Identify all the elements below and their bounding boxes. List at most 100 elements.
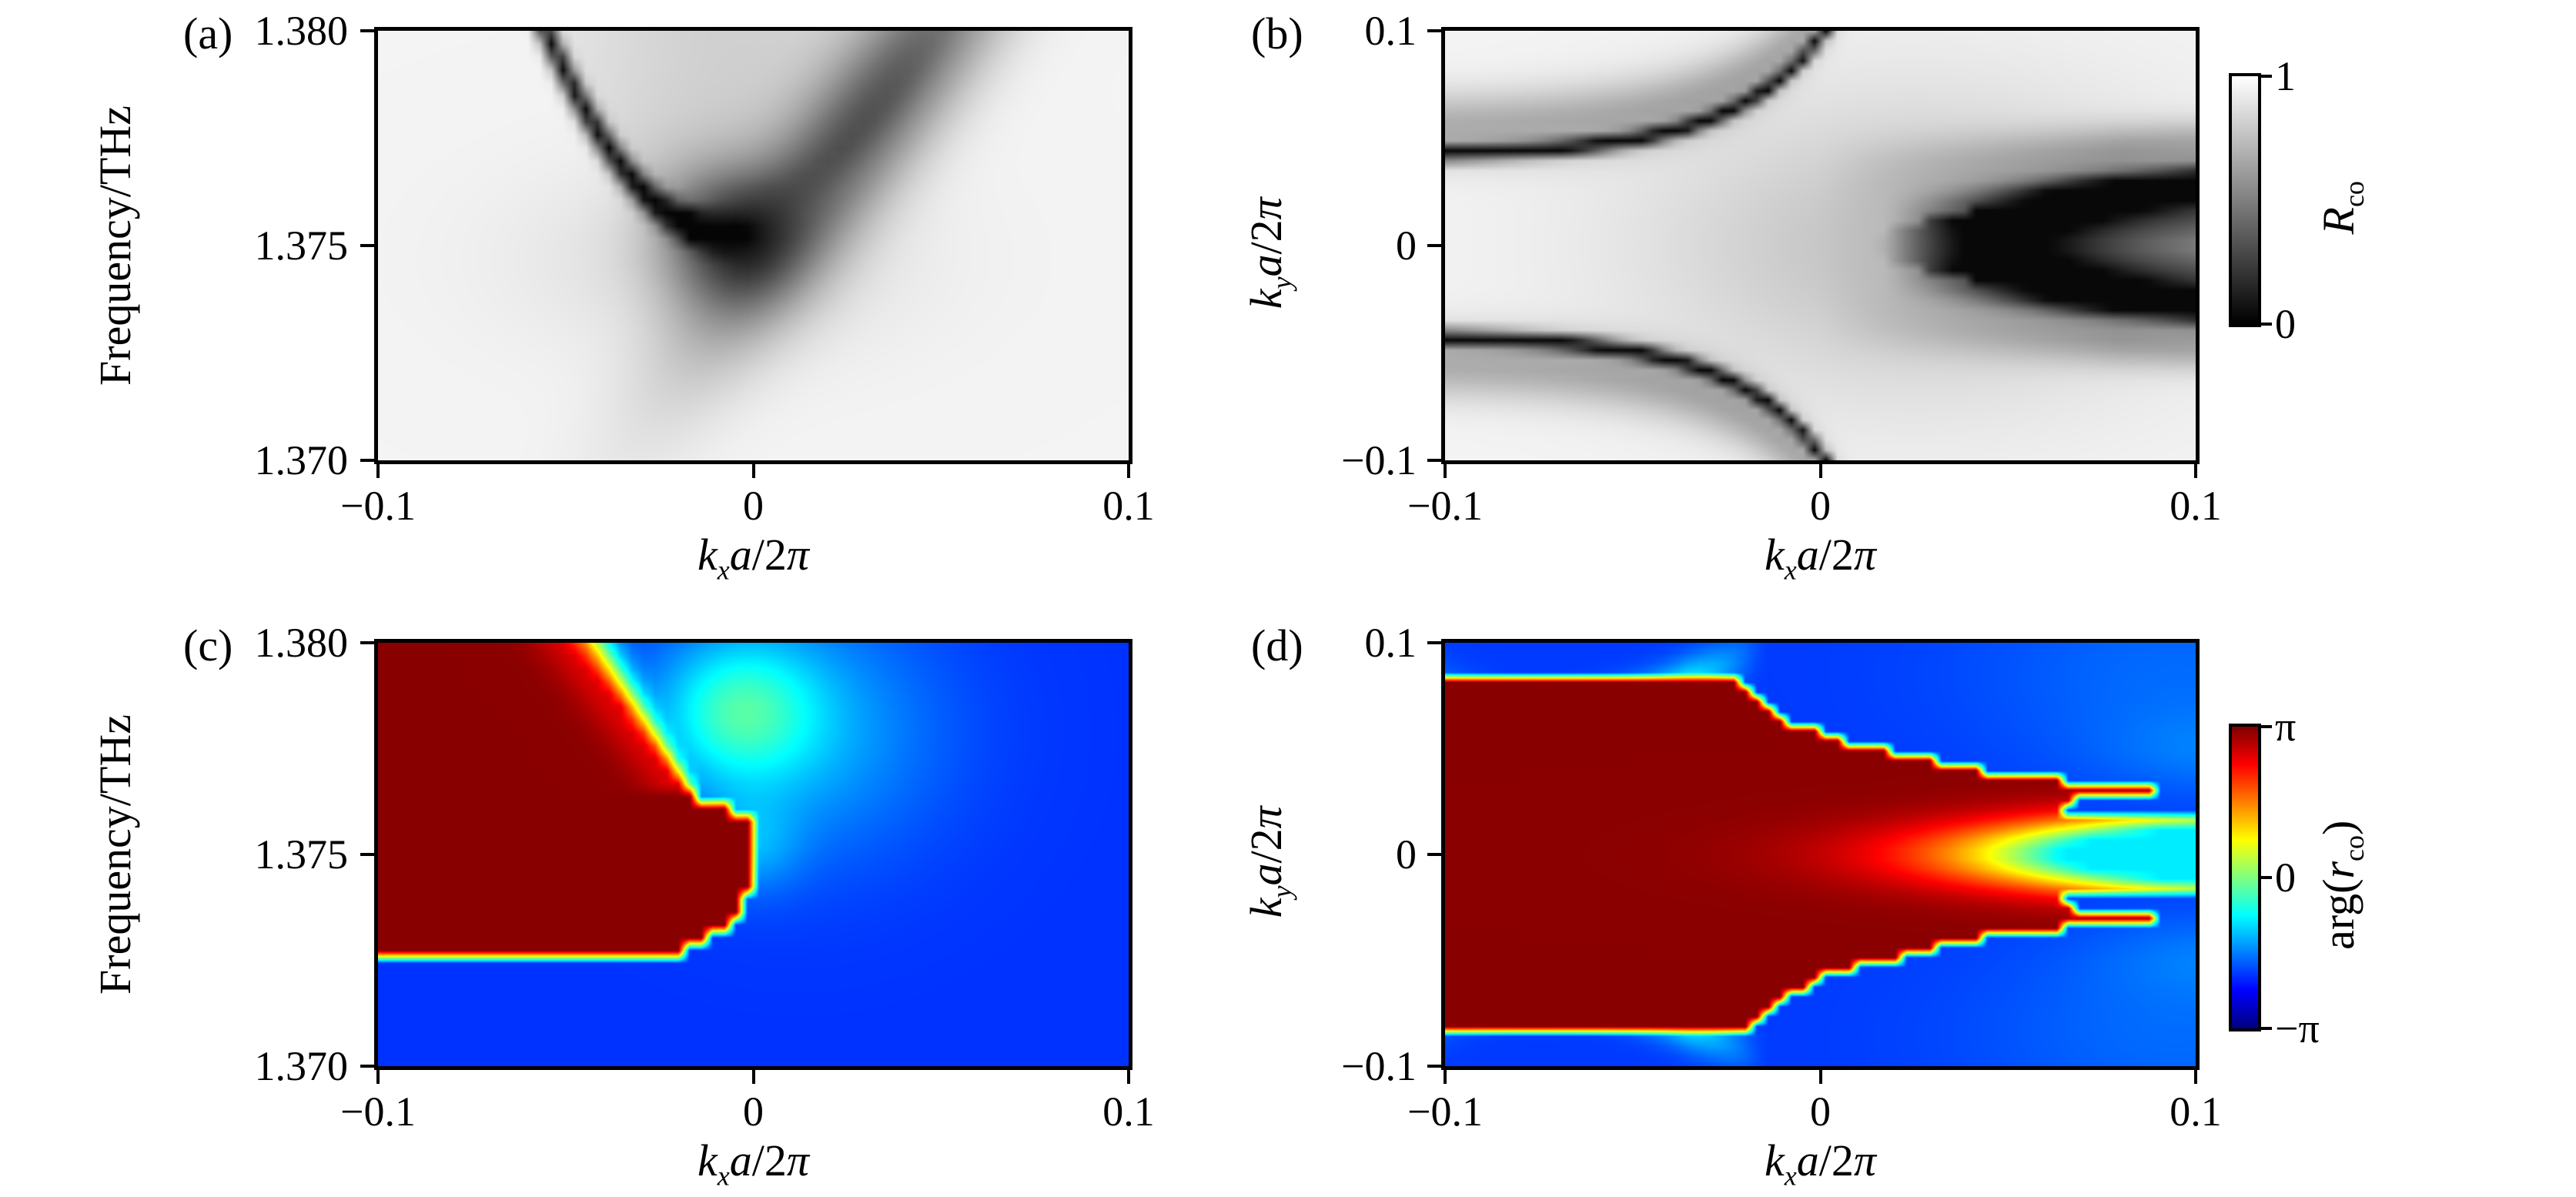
x-tick-c-0 xyxy=(376,1070,380,1084)
y-axis-label-d-seg-0: k xyxy=(1241,898,1292,918)
x-tick-label-b-2: 0.1 xyxy=(2170,483,2222,529)
heatmap-b xyxy=(1445,31,2196,460)
y-axis-label-b-seg-3: /2 xyxy=(1241,219,1292,255)
x-axis-label-d: kxa/2π xyxy=(1590,1135,2052,1197)
colorbar-cb-rco xyxy=(2229,73,2261,327)
colorbar-tick-label-cb-rco-0: 1 xyxy=(2275,53,2296,99)
colorbar-tick-label-cb-arg-2: −π xyxy=(2275,1005,2320,1052)
x-axis-label-b-seg-2: a xyxy=(1796,530,1819,580)
y-tick-label-c-1: 1.375 xyxy=(254,831,349,878)
y-axis-label-b-seg-0: k xyxy=(1241,289,1292,309)
x-axis-label-a: kxa/2π xyxy=(523,530,985,596)
colorbar-tick-cb-arg-1 xyxy=(2261,876,2272,879)
y-axis-label-b-seg-1: y xyxy=(1266,276,1297,289)
y-tick-d-1 xyxy=(1427,853,1441,856)
x-axis-label-a-seg-0: k xyxy=(698,530,718,580)
panel-letter-c: (c) xyxy=(183,620,233,670)
y-axis-label-d-seg-4: π xyxy=(1241,806,1292,829)
colorbar-title-cb-rco-seg-0: R xyxy=(2313,207,2364,235)
x-tick-b-2 xyxy=(2194,464,2197,478)
x-tick-d-2 xyxy=(2194,1070,2197,1084)
heatmap-a xyxy=(378,31,1129,460)
panel-letter-d: (d) xyxy=(1251,620,1303,670)
y-axis-label-a: Frequency/THz xyxy=(90,0,141,492)
x-axis-label-a-seg-3: /2 xyxy=(751,530,787,580)
x-axis-label-d-seg-1: x xyxy=(1784,1160,1797,1192)
y-tick-c-2 xyxy=(360,1065,374,1068)
y-tick-label-a-1: 1.375 xyxy=(254,222,349,269)
x-tick-label-d-2: 0.1 xyxy=(2170,1088,2222,1135)
y-tick-label-d-0: 0.1 xyxy=(1364,620,1417,666)
x-axis-label-a-seg-4: π xyxy=(786,530,809,580)
y-tick-a-2 xyxy=(360,459,374,462)
x-tick-b-1 xyxy=(1818,464,1822,478)
x-axis-label-d-seg-0: k xyxy=(1765,1135,1785,1185)
colorbar-tick-cb-rco-1 xyxy=(2261,323,2272,326)
heatmap-c xyxy=(378,643,1129,1066)
colorbar-tick-cb-rco-0 xyxy=(2261,75,2272,78)
x-axis-label-c: kxa/2π xyxy=(523,1135,985,1197)
x-tick-label-d-1: 0 xyxy=(1810,1088,1831,1135)
x-axis-label-c-seg-1: x xyxy=(717,1160,730,1192)
y-axis-label-d: kya/2π xyxy=(1241,616,1307,1108)
colorbar-title-cb-arg: arg(rco) xyxy=(2313,639,2380,1132)
x-axis-label-a-seg-1: x xyxy=(717,554,730,586)
x-tick-c-1 xyxy=(751,1070,755,1084)
x-axis-label-b: kxa/2π xyxy=(1590,530,2052,596)
y-tick-label-c-2: 1.370 xyxy=(254,1043,349,1089)
y-axis-label-b-seg-2: a xyxy=(1241,254,1292,277)
y-tick-label-b-1: 0 xyxy=(1396,222,1417,269)
colorbar-title-cb-arg-seg-2: co xyxy=(2338,835,2370,861)
colorbar-gradient-cb-rco xyxy=(2232,76,2258,324)
x-tick-d-1 xyxy=(1818,1070,1822,1084)
plot-area-b xyxy=(1441,27,2200,464)
y-tick-label-a-0: 1.380 xyxy=(254,8,349,54)
colorbar-title-cb-arg-seg-3: ) xyxy=(2313,820,2364,836)
y-tick-a-0 xyxy=(360,29,374,32)
colorbar-tick-cb-arg-0 xyxy=(2261,725,2272,728)
y-tick-label-b-2: −0.1 xyxy=(1341,437,1417,483)
x-tick-a-1 xyxy=(751,464,755,478)
y-tick-label-c-0: 1.380 xyxy=(254,620,349,666)
y-axis-label-c: Frequency/THz xyxy=(90,608,141,1101)
x-tick-a-2 xyxy=(1127,464,1130,478)
x-tick-label-a-1: 0 xyxy=(743,483,764,529)
plot-area-c xyxy=(374,639,1132,1070)
y-tick-b-1 xyxy=(1427,244,1441,247)
colorbar-tick-label-cb-arg-1: 0 xyxy=(2275,854,2296,901)
y-tick-c-0 xyxy=(360,641,374,644)
x-axis-label-c-seg-3: /2 xyxy=(751,1135,787,1185)
x-axis-label-b-seg-1: x xyxy=(1784,554,1797,586)
panel-letter-a: (a) xyxy=(183,8,233,59)
colorbar-gradient-cb-arg xyxy=(2232,727,2258,1028)
panel-letter-b: (b) xyxy=(1251,8,1303,59)
heatmap-d xyxy=(1445,643,2196,1066)
colorbar-title-cb-arg-seg-0: arg( xyxy=(2313,878,2364,950)
x-tick-a-0 xyxy=(376,464,380,478)
x-axis-label-c-seg-2: a xyxy=(729,1135,752,1185)
x-tick-label-b-1: 0 xyxy=(1810,483,1831,529)
x-tick-b-0 xyxy=(1444,464,1447,478)
colorbar-title-cb-rco: Rco xyxy=(2313,0,2380,454)
x-tick-label-c-2: 0.1 xyxy=(1102,1088,1155,1135)
y-axis-label-b: kya/2π xyxy=(1241,7,1307,500)
y-tick-label-d-2: −0.1 xyxy=(1341,1043,1417,1089)
x-axis-label-a-seg-2: a xyxy=(729,530,752,580)
plot-area-d xyxy=(1441,639,2200,1070)
x-axis-label-c-seg-0: k xyxy=(698,1135,718,1185)
y-tick-b-0 xyxy=(1427,29,1441,32)
x-tick-label-a-0: −0.1 xyxy=(340,483,416,529)
x-tick-label-b-0: −0.1 xyxy=(1407,483,1483,529)
y-axis-label-b-seg-4: π xyxy=(1241,197,1292,220)
x-axis-label-d-seg-2: a xyxy=(1796,1135,1819,1185)
colorbar-cb-arg xyxy=(2229,724,2261,1031)
y-axis-label-a-seg-0: Frequency/THz xyxy=(90,105,140,386)
x-tick-label-c-1: 0 xyxy=(743,1088,764,1135)
x-tick-label-d-0: −0.1 xyxy=(1407,1088,1483,1135)
x-axis-label-c-seg-4: π xyxy=(786,1135,809,1185)
y-axis-label-d-seg-2: a xyxy=(1241,863,1292,886)
y-axis-label-c-seg-0: Frequency/THz xyxy=(90,714,140,995)
y-tick-label-a-2: 1.370 xyxy=(254,437,349,483)
x-axis-label-b-seg-3: /2 xyxy=(1818,530,1854,580)
